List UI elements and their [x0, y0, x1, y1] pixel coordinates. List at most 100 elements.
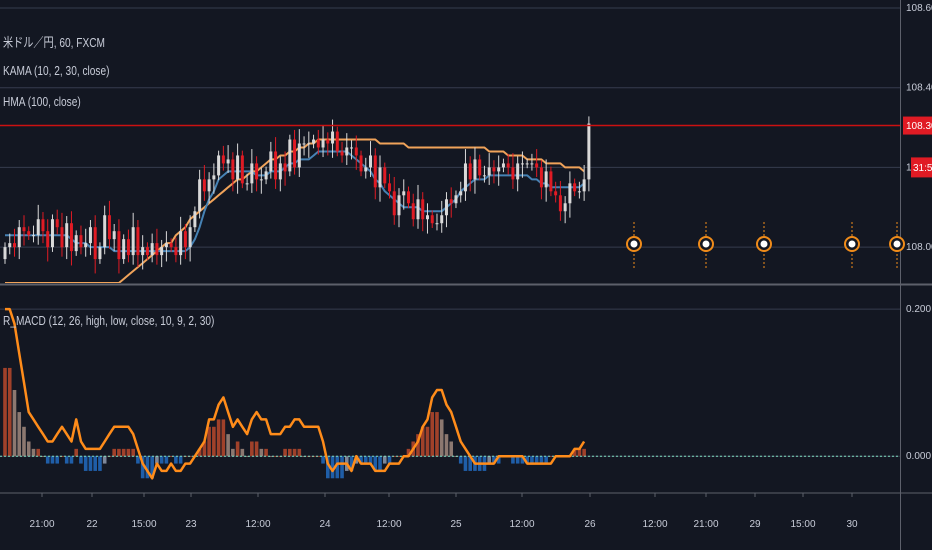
macd-hist-bar	[435, 412, 439, 457]
candle-body	[122, 239, 126, 260]
time-tick-label: 26	[584, 519, 596, 530]
candle-body	[506, 163, 510, 168]
macd-hist-bar	[231, 448, 235, 457]
macd-hist-bar	[64, 456, 69, 464]
current-price-label: 108.305	[906, 121, 932, 132]
current-price-tag	[903, 116, 932, 135]
macd-hist-bar	[487, 456, 491, 464]
candle-body	[79, 235, 83, 248]
macd-hist-bar	[169, 456, 173, 458]
candle-body	[525, 163, 529, 165]
macd-hist-bar	[492, 456, 496, 464]
candle-body	[103, 215, 107, 248]
macd-hist-bar	[36, 448, 41, 457]
candle-body	[250, 163, 254, 184]
macd-hist-bar	[439, 419, 444, 457]
candle-body	[302, 143, 306, 145]
macd-hist-bar	[359, 456, 363, 464]
candle-body	[8, 243, 12, 248]
time-tick-label: 29	[749, 519, 761, 530]
candle-body	[293, 139, 297, 168]
candle-body	[492, 167, 496, 172]
candle-body	[568, 183, 572, 204]
price-tick-label: 108.400	[906, 83, 932, 94]
macd-hist-bar	[363, 456, 368, 464]
candle-body	[274, 151, 278, 180]
event-dot	[760, 240, 768, 248]
kama-legend[interactable]: KAMA (10, 2, 30, close)	[3, 63, 110, 78]
macd-hist-bar	[449, 441, 454, 457]
macd-line-path	[5, 307, 586, 480]
macd-hist-bar	[140, 456, 145, 479]
economic-event-icon	[626, 222, 642, 270]
candle-body	[55, 219, 59, 228]
candle-body	[497, 167, 501, 172]
macd-hist-bar	[378, 456, 382, 471]
event-dot	[702, 240, 710, 248]
macd-hist-bar	[164, 456, 169, 464]
macd-hist-bar	[264, 448, 268, 457]
candle-body	[50, 219, 54, 248]
macd-hist-bar	[458, 456, 463, 464]
macd-hist-bar	[235, 441, 240, 457]
candle-body	[316, 139, 320, 148]
candle-body	[174, 247, 178, 256]
macd-hist-bar	[145, 456, 150, 479]
candle-body	[535, 163, 539, 168]
hma-legend[interactable]: HMA (100, close)	[3, 94, 81, 109]
macd-hist-bar	[416, 434, 420, 457]
macd-legend[interactable]: R_MACD (12, 26, high, low, close, 10, 9,…	[3, 313, 215, 328]
macd-hist-bar	[368, 456, 373, 464]
candle-body	[221, 155, 225, 164]
macd-hist-bar	[283, 448, 287, 457]
candle-body	[41, 219, 45, 232]
candle-body	[397, 195, 401, 216]
candle-body	[388, 183, 392, 192]
candle-body	[17, 227, 21, 248]
event-dot	[848, 240, 856, 248]
candle-body	[207, 179, 211, 192]
time-tick-label: 30	[846, 519, 858, 530]
candle-body	[188, 227, 192, 248]
symbol-legend[interactable]: 米ドル／円, 60, FXCM	[3, 35, 105, 50]
macd-hist-bar	[572, 448, 577, 457]
macd-hist-bar	[155, 456, 159, 464]
candle-body	[69, 223, 73, 252]
candle-body	[402, 191, 406, 196]
macd-hist-bar	[55, 456, 60, 464]
macd-hist-bar	[406, 448, 411, 457]
candle-body	[193, 211, 197, 228]
macd-hist-bar	[7, 367, 12, 457]
macd-hist-bar	[126, 448, 131, 457]
macd-hist-bar	[93, 456, 97, 471]
candle-body	[212, 175, 216, 180]
candle-body	[255, 163, 259, 180]
macd-hist-bar	[549, 456, 553, 458]
candle-body	[463, 163, 467, 192]
candle-body	[369, 155, 373, 168]
candle-body	[98, 247, 102, 260]
candle-body	[321, 139, 325, 148]
candle-body	[454, 195, 458, 204]
event-markers	[626, 222, 905, 270]
macd-hist-bar	[117, 448, 121, 457]
candle-body	[150, 243, 154, 256]
macd-hist-bar	[515, 456, 520, 464]
candle-body	[145, 247, 149, 256]
candle-body	[141, 247, 145, 256]
time-tick-label: 12:00	[245, 519, 270, 530]
candle-body	[283, 163, 287, 172]
macd-hist-bar	[212, 426, 216, 457]
macd-hist-bar	[325, 456, 330, 479]
macd-hist-bar	[216, 419, 221, 457]
candle-body	[164, 243, 168, 248]
macd-hist-bar	[373, 456, 378, 471]
macd-hist-bar	[468, 456, 473, 471]
macd-hist-bar	[444, 434, 449, 457]
macd-hist-bar	[582, 448, 586, 457]
macd-hist-bar	[174, 456, 178, 464]
macd-hist-bar	[397, 456, 401, 458]
candle-body	[269, 151, 273, 172]
candle-body	[335, 131, 339, 152]
